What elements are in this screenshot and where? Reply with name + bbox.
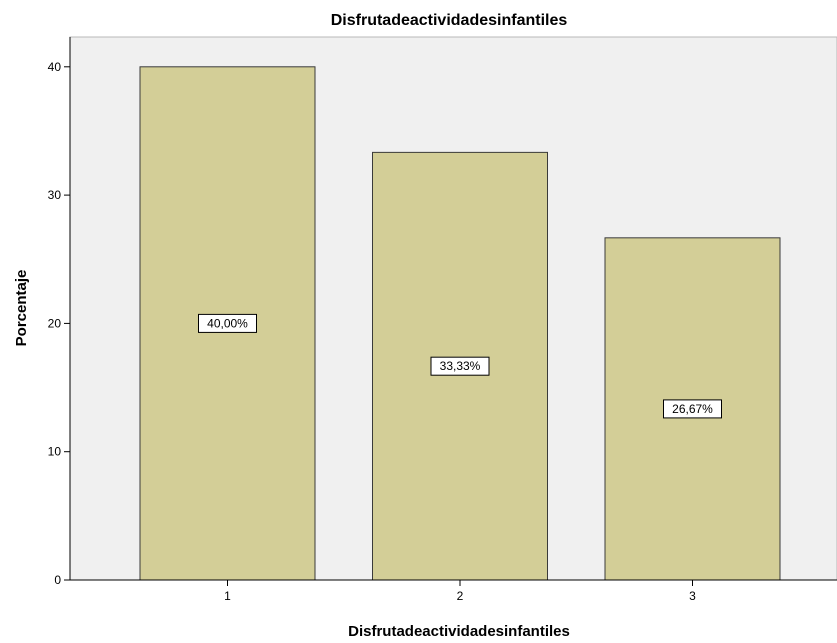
y-tick-label: 40 bbox=[48, 60, 62, 74]
y-tick-label: 20 bbox=[48, 316, 62, 330]
x-axis-title: Disfrutadeactividadesinfantiles bbox=[348, 623, 570, 640]
ticks-layer: 0 10 20 30 40 1 2 3 bbox=[48, 60, 697, 603]
data-label-text: 26,67% bbox=[672, 402, 713, 416]
y-axis-title: Porcentaje bbox=[13, 270, 30, 347]
y-tick-label: 10 bbox=[48, 445, 62, 459]
x-tick-label: 1 bbox=[224, 589, 231, 603]
data-label-text: 40,00% bbox=[207, 316, 248, 330]
bars-layer: 40,00% 33,33% 26,67% bbox=[139, 66, 781, 581]
x-tick-label: 2 bbox=[457, 589, 464, 603]
data-label: 40,00% bbox=[198, 313, 257, 333]
y-tick-label: 30 bbox=[48, 188, 62, 202]
data-label-box bbox=[663, 399, 722, 419]
y-tick-label: 0 bbox=[54, 573, 61, 587]
data-label: 26,67% bbox=[663, 399, 722, 419]
chart-title: Disfrutadeactividadesinfantiles bbox=[331, 12, 568, 29]
x-tick-label: 3 bbox=[689, 589, 696, 603]
data-label-text: 33,33% bbox=[440, 359, 481, 373]
data-label: 33,33% bbox=[430, 356, 490, 376]
data-label-box bbox=[198, 313, 257, 333]
data-label-box bbox=[430, 356, 490, 376]
